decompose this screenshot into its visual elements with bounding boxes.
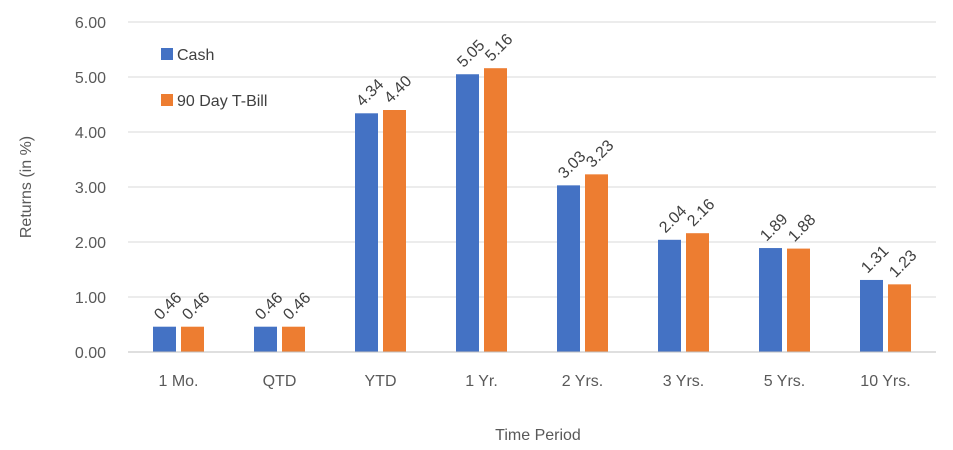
data-label: 1.88: [785, 211, 819, 245]
data-label: 4.40: [381, 73, 415, 107]
bar-tbill: [585, 174, 608, 352]
y-tick-label: 5.00: [75, 70, 106, 87]
bar-tbill: [282, 326, 305, 352]
bar-tbill: [787, 248, 810, 352]
data-label: 5.16: [482, 31, 516, 65]
x-tick-label: QTD: [263, 373, 297, 390]
y-axis-title: Returns (in %): [18, 136, 35, 238]
bar-tbill: [383, 110, 406, 352]
legend-label-cash: Cash: [177, 47, 214, 64]
x-tick-label: 3 Yrs.: [663, 373, 705, 390]
x-tick-label: 10 Yrs.: [860, 373, 910, 390]
bar-cash: [456, 74, 479, 352]
legend-item-cash: Cash: [161, 47, 214, 64]
legend: Cash 90 Day T-Bill: [161, 47, 267, 110]
bars: [153, 68, 911, 352]
y-tick-label: 3.00: [75, 180, 106, 197]
data-label: 3.03: [555, 148, 589, 182]
y-tick-label: 1.00: [75, 290, 106, 307]
y-tick-label: 4.00: [75, 125, 106, 142]
x-tick-label: YTD: [365, 373, 397, 390]
bar-tbill: [888, 284, 911, 352]
data-label: 1.31: [858, 243, 892, 277]
y-tick-label: 2.00: [75, 235, 106, 252]
data-label: 0.46: [179, 289, 213, 323]
bar-cash: [254, 326, 277, 352]
x-tick-label: 1 Mo.: [158, 373, 198, 390]
gridlines: [128, 21, 936, 353]
bar-cash: [557, 185, 580, 352]
axes: 0.00 1.00 2.00 3.00 4.00 5.00 6.00 1 Mo. QTD YTD 1…: [75, 15, 936, 390]
x-tick-label: 5 Yrs.: [764, 373, 806, 390]
bar-cash: [860, 279, 883, 352]
bar-cash: [658, 239, 681, 352]
data-label: 3.23: [583, 137, 617, 171]
legend-swatch-cash: [161, 48, 173, 60]
data-label: 0.46: [151, 289, 185, 323]
data-label: 1.89: [757, 211, 791, 245]
legend-label-tbill: 90 Day T-Bill: [177, 93, 267, 110]
bar-cash: [759, 248, 782, 352]
y-tick-label: 6.00: [75, 15, 106, 32]
bar-tbill: [484, 68, 507, 352]
data-label: 0.46: [252, 289, 286, 323]
data-label: 1.23: [886, 247, 920, 281]
legend-swatch-tbill: [161, 94, 173, 106]
x-axis-title: Time Period: [495, 427, 581, 444]
x-tick-label: 1 Yr.: [465, 373, 498, 390]
bar-tbill: [181, 326, 204, 352]
x-tick-label: 2 Yrs.: [562, 373, 604, 390]
data-label: 0.46: [280, 289, 314, 323]
data-label: 2.16: [684, 196, 718, 230]
y-tick-label: 0.00: [75, 345, 106, 362]
legend-item-tbill: 90 Day T-Bill: [161, 93, 267, 110]
bar-cash: [355, 113, 378, 352]
bar-cash: [153, 326, 176, 352]
bar-tbill: [686, 233, 709, 352]
